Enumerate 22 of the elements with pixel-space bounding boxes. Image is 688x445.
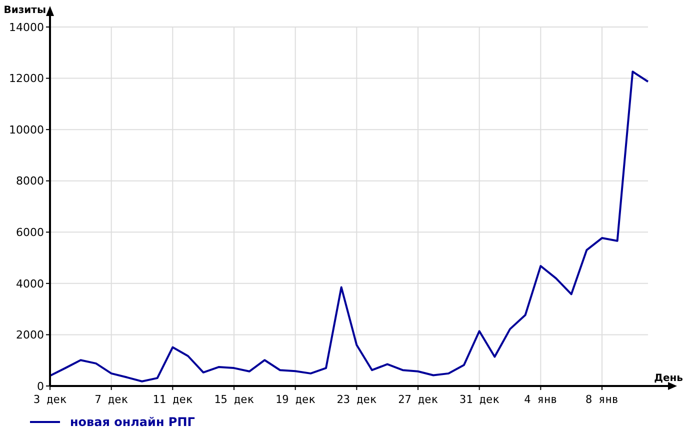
y-axis-title: Визиты <box>4 5 46 16</box>
y-tick-label: 4000 <box>16 277 44 290</box>
x-tick-label: 7 дек <box>94 393 128 406</box>
x-tick-label: 27 дек <box>398 393 438 406</box>
y-tick-label: 8000 <box>16 174 44 188</box>
y-tick-label: 2000 <box>16 328 44 342</box>
x-axis-title: День <box>654 373 683 384</box>
x-tick-label: 11 дек <box>152 393 193 406</box>
legend-label: новая онлайн РПГ <box>70 415 196 430</box>
x-tick-label: 23 дек <box>336 393 377 406</box>
y-tick-label: 0 <box>37 380 44 393</box>
x-tick-label: 3 дек <box>33 393 67 406</box>
y-tick-label: 14000 <box>9 20 44 34</box>
y-tick-label: 10000 <box>9 123 44 136</box>
y-tick-label: 12000 <box>9 72 44 86</box>
x-tick-label: 31 дек <box>459 393 500 406</box>
line-series <box>49 70 649 382</box>
x-tick-label: 8 янв <box>585 393 619 406</box>
y-tick-label: 6000 <box>16 226 44 239</box>
x-tick-label: 15 дек <box>214 393 254 406</box>
x-tick-label: 19 дек <box>275 393 316 406</box>
x-tick-label: 4 янв <box>524 393 558 406</box>
